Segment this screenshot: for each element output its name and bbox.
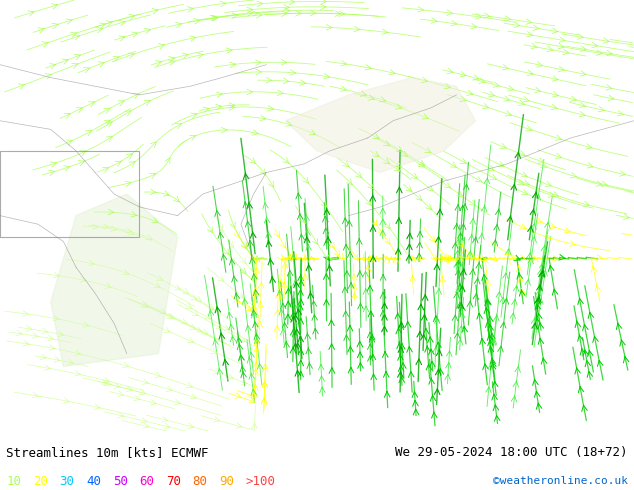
- Text: 20: 20: [33, 475, 48, 488]
- Polygon shape: [51, 194, 178, 367]
- Text: 90: 90: [219, 475, 235, 488]
- Text: 30: 30: [60, 475, 75, 488]
- Text: 80: 80: [193, 475, 208, 488]
- Text: ©weatheronline.co.uk: ©weatheronline.co.uk: [493, 476, 628, 486]
- Text: 40: 40: [86, 475, 101, 488]
- Text: 50: 50: [113, 475, 128, 488]
- Text: >100: >100: [246, 475, 276, 488]
- Text: 70: 70: [166, 475, 181, 488]
- Text: 60: 60: [139, 475, 155, 488]
- Text: We 29-05-2024 18:00 UTC (18+72): We 29-05-2024 18:00 UTC (18+72): [395, 446, 628, 459]
- Polygon shape: [285, 77, 476, 172]
- Text: Streamlines 10m [kts] ECMWF: Streamlines 10m [kts] ECMWF: [6, 446, 209, 459]
- Text: 10: 10: [6, 475, 22, 488]
